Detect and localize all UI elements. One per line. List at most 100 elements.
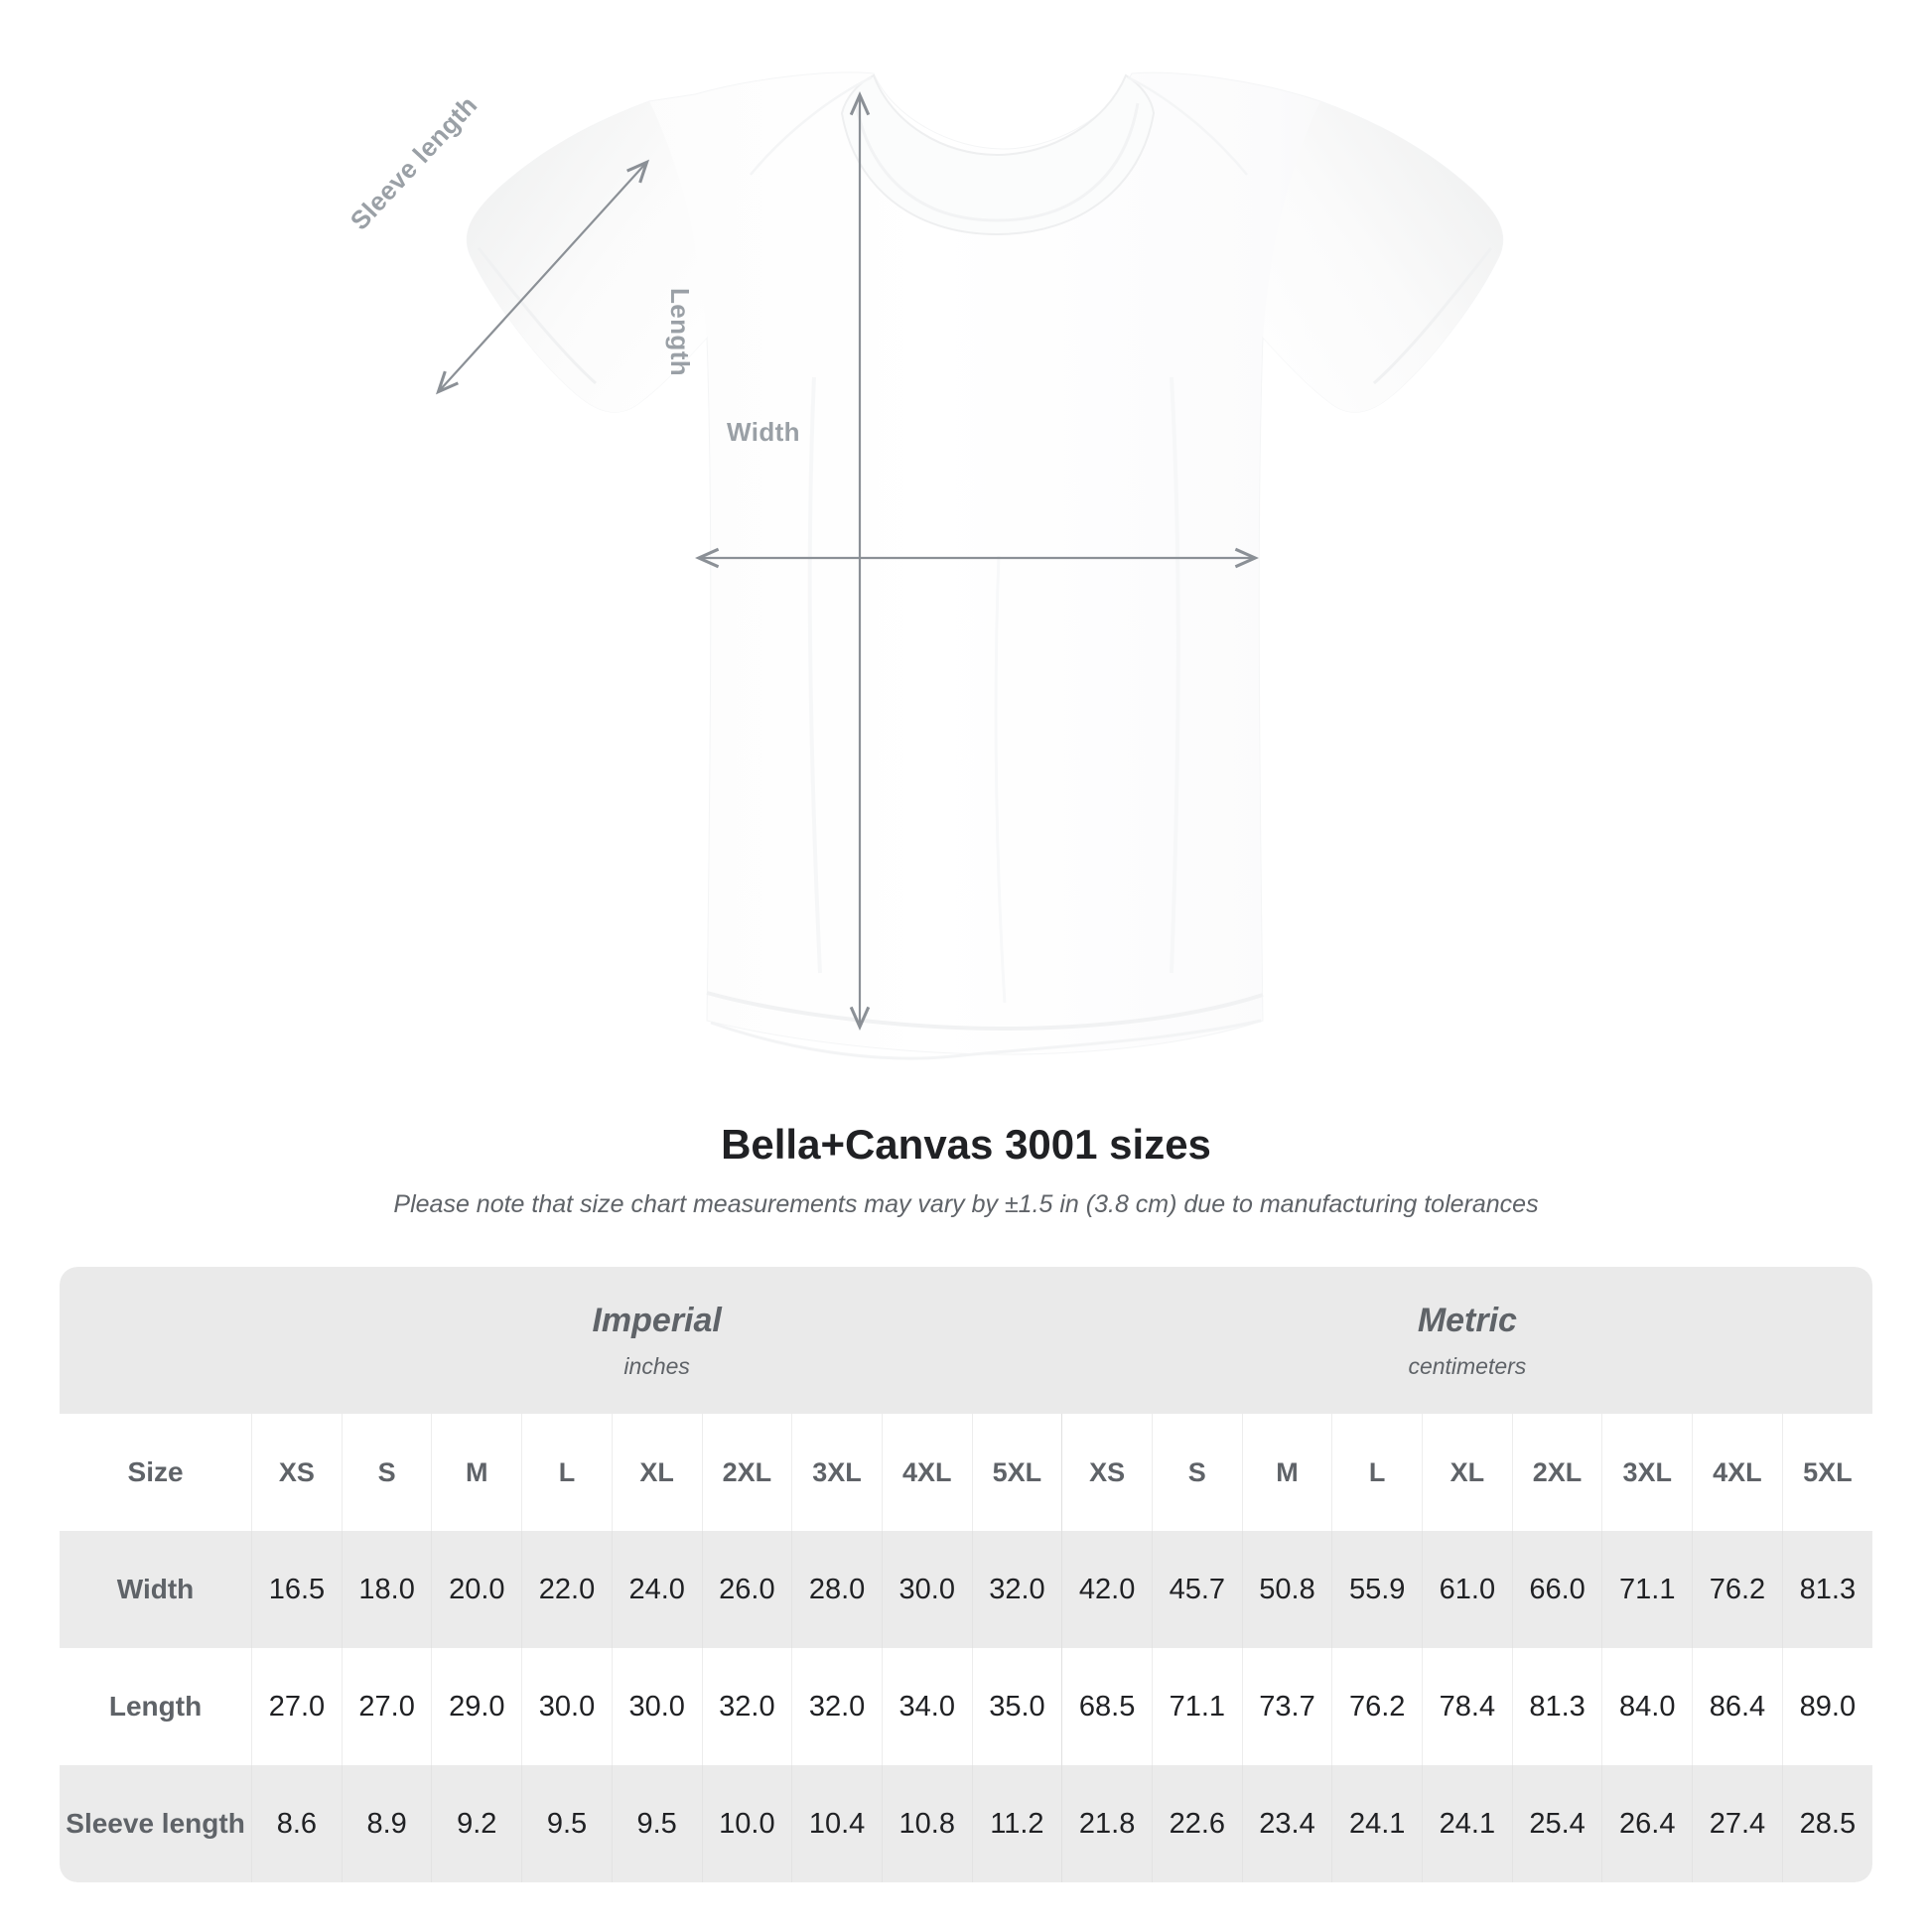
size-header-metric-3xl: 3XL: [1601, 1414, 1693, 1532]
cell-length-metric-2xl: 81.3: [1511, 1648, 1602, 1766]
size-header-imperial-xs: XS: [251, 1414, 343, 1532]
size-header-label: Size: [60, 1414, 252, 1532]
cell-length-metric-5xl: 89.0: [1781, 1648, 1872, 1766]
cell-sleeve-imperial-2xl: 10.0: [701, 1765, 792, 1883]
row-label-sleeve-length: Sleeve length: [60, 1765, 252, 1883]
size-header-metric-s: S: [1151, 1414, 1243, 1532]
table-row: Length 27.0 27.0 29.0 30.0 30.0 32.0 32.…: [60, 1648, 1872, 1766]
cell-sleeve-metric-s: 22.6: [1151, 1765, 1243, 1883]
cell-length-imperial-s: 27.0: [341, 1648, 432, 1766]
size-header-imperial-5xl: 5XL: [971, 1414, 1062, 1532]
cell-sleeve-metric-xs: 21.8: [1061, 1765, 1153, 1883]
cell-width-imperial-2xl: 26.0: [701, 1531, 792, 1649]
cell-width-imperial-5xl: 32.0: [971, 1531, 1062, 1649]
size-header-metric-l: L: [1331, 1414, 1423, 1532]
fabric-fold-left: [807, 376, 822, 974]
row-label-width: Width: [60, 1531, 252, 1649]
cell-sleeve-imperial-4xl: 10.8: [881, 1765, 973, 1883]
fabric-fold-center: [994, 555, 1007, 1004]
cell-sleeve-metric-m: 23.4: [1241, 1765, 1332, 1883]
cell-sleeve-metric-4xl: 27.4: [1692, 1765, 1783, 1883]
cell-sleeve-imperial-xl: 9.5: [611, 1765, 703, 1883]
cell-width-metric-2xl: 66.0: [1511, 1531, 1602, 1649]
cell-length-imperial-xl: 30.0: [611, 1648, 703, 1766]
size-chart-section: Bella+Canvas 3001 sizes Please note that…: [0, 1121, 1932, 1883]
table-row: Width 16.5 18.0 20.0 22.0 24.0 26.0 28.0…: [60, 1531, 1872, 1649]
unit-name-metric: Metric: [1417, 1302, 1517, 1340]
cell-width-metric-m: 50.8: [1241, 1531, 1332, 1649]
unit-header-metric: Metric centimeters: [1061, 1267, 1872, 1415]
sleeve-length-arrow: [435, 159, 650, 395]
left-shoulder-seam: [750, 75, 873, 176]
cell-length-metric-l: 76.2: [1331, 1648, 1423, 1766]
cell-length-imperial-xs: 27.0: [251, 1648, 343, 1766]
unit-sub-imperial: inches: [623, 1352, 690, 1379]
size-header-metric-m: M: [1241, 1414, 1332, 1532]
cell-width-metric-xl: 61.0: [1422, 1531, 1513, 1649]
cell-width-metric-l: 55.9: [1331, 1531, 1423, 1649]
bottom-hem: [706, 991, 1264, 1032]
garment-diagram: Sleeve length Length Width: [344, 71, 1504, 1060]
cell-sleeve-imperial-s: 8.9: [341, 1765, 432, 1883]
size-header-imperial-s: S: [341, 1414, 432, 1532]
unit-name-imperial: Imperial: [592, 1302, 722, 1340]
cell-width-imperial-l: 22.0: [521, 1531, 613, 1649]
cell-length-metric-s: 71.1: [1151, 1648, 1243, 1766]
cell-length-metric-m: 73.7: [1241, 1648, 1332, 1766]
unit-header-row: Imperial inches Metric centimeters: [60, 1267, 1872, 1415]
size-header-metric-2xl: 2XL: [1511, 1414, 1602, 1532]
cell-width-imperial-xs: 16.5: [251, 1531, 343, 1649]
cell-sleeve-metric-l: 24.1: [1331, 1765, 1423, 1883]
cell-width-metric-s: 45.7: [1151, 1531, 1243, 1649]
size-header-imperial-2xl: 2XL: [701, 1414, 792, 1532]
tolerance-note: Please note that size chart measurements…: [393, 1190, 1539, 1219]
cell-length-imperial-3xl: 32.0: [791, 1648, 883, 1766]
size-header-imperial-4xl: 4XL: [881, 1414, 973, 1532]
cell-sleeve-imperial-xs: 8.6: [251, 1765, 343, 1883]
width-annotation: Width: [727, 417, 800, 447]
table-row: Sleeve length 8.6 8.9 9.2 9.5 9.5 10.0 1…: [60, 1765, 1872, 1883]
cell-sleeve-metric-2xl: 25.4: [1511, 1765, 1602, 1883]
size-header-row: Size XS S M L XL 2XL 3XL 4XL 5XL XS S M …: [60, 1414, 1872, 1532]
cell-length-metric-xs: 68.5: [1061, 1648, 1153, 1766]
tshirt-shape: [466, 71, 1504, 1060]
cell-sleeve-imperial-m: 9.2: [431, 1765, 522, 1883]
cell-sleeve-imperial-3xl: 10.4: [791, 1765, 883, 1883]
size-table: Imperial inches Metric centimeters Size …: [60, 1267, 1872, 1883]
unit-sub-metric: centimeters: [1408, 1352, 1527, 1379]
cell-length-metric-xl: 78.4: [1422, 1648, 1513, 1766]
size-header-metric-5xl: 5XL: [1781, 1414, 1872, 1532]
unit-header-imperial: Imperial inches: [251, 1267, 1062, 1415]
size-header-imperial-xl: XL: [611, 1414, 703, 1532]
size-header-imperial-l: L: [521, 1414, 613, 1532]
cell-sleeve-metric-3xl: 26.4: [1601, 1765, 1693, 1883]
size-table-container: Imperial inches Metric centimeters Size …: [60, 1267, 1872, 1883]
tshirt-illustration: [435, 71, 1504, 1060]
size-header-metric-xs: XS: [1061, 1414, 1153, 1532]
size-header-metric-xl: XL: [1422, 1414, 1513, 1532]
size-header-metric-4xl: 4XL: [1692, 1414, 1783, 1532]
cell-length-imperial-l: 30.0: [521, 1648, 613, 1766]
size-header-imperial-3xl: 3XL: [791, 1414, 883, 1532]
size-header-imperial-m: M: [431, 1414, 522, 1532]
cell-length-imperial-5xl: 35.0: [971, 1648, 1062, 1766]
cell-width-imperial-m: 20.0: [431, 1531, 522, 1649]
cell-width-metric-xs: 42.0: [1061, 1531, 1153, 1649]
length-annotation: Length: [665, 288, 695, 377]
collar-seam: [854, 102, 1140, 222]
cell-width-metric-5xl: 81.3: [1781, 1531, 1872, 1649]
measurement-arrows: [435, 91, 1259, 1031]
page-title: Bella+Canvas 3001 sizes: [721, 1121, 1211, 1168]
cell-width-imperial-4xl: 30.0: [881, 1531, 973, 1649]
cell-sleeve-metric-5xl: 28.5: [1781, 1765, 1872, 1883]
cell-length-imperial-4xl: 34.0: [881, 1648, 973, 1766]
cell-width-imperial-3xl: 28.0: [791, 1531, 883, 1649]
row-label-length: Length: [60, 1648, 252, 1766]
cell-sleeve-metric-xl: 24.1: [1422, 1765, 1513, 1883]
cell-length-metric-3xl: 84.0: [1601, 1648, 1693, 1766]
cell-width-imperial-s: 18.0: [341, 1531, 432, 1649]
unit-header-spacer: [60, 1267, 252, 1415]
cell-width-imperial-xl: 24.0: [611, 1531, 703, 1649]
cell-width-metric-3xl: 71.1: [1601, 1531, 1693, 1649]
cell-width-metric-4xl: 76.2: [1692, 1531, 1783, 1649]
